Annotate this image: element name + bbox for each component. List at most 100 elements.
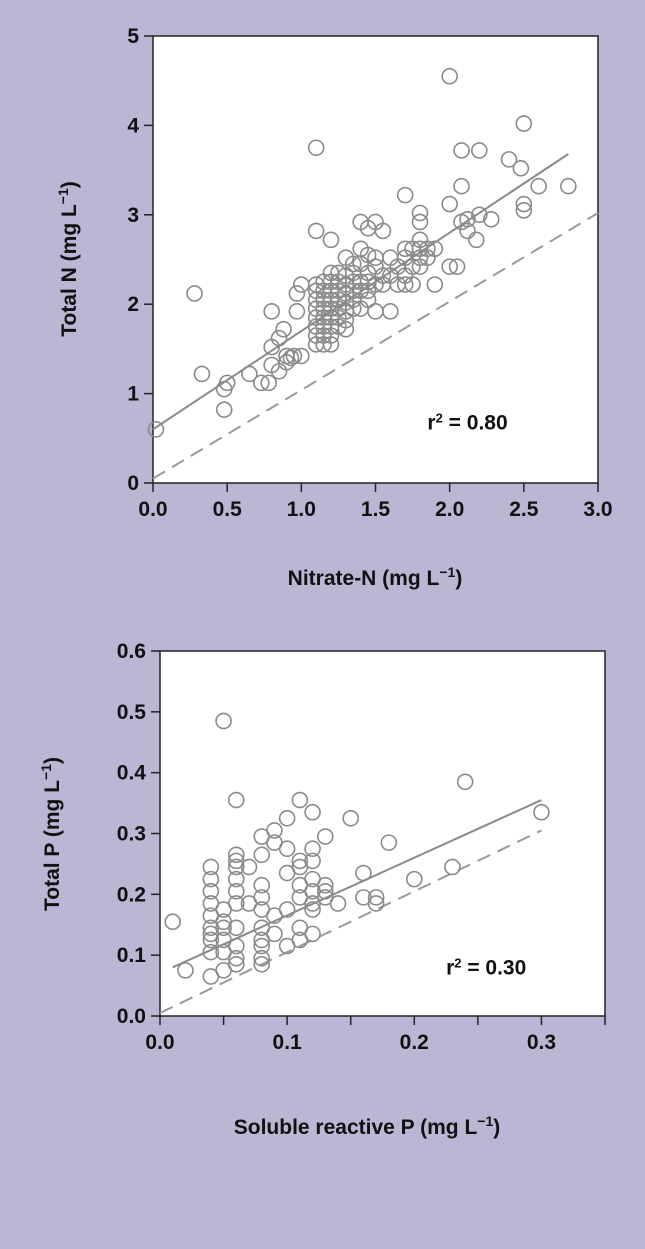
data-point bbox=[448, 258, 466, 275]
data-point bbox=[471, 142, 488, 159]
data-point bbox=[482, 210, 500, 228]
data-point bbox=[512, 160, 530, 177]
x-tick-label: 0.5 bbox=[213, 498, 243, 521]
total-p-scatter-chart: 0.0 0.1 0.2 0.3 0.0 0.1 0.2 0.3 0.4 0.5 0.6 Solub… bbox=[38, 640, 606, 1139]
y-tick-label: 0.2 bbox=[117, 883, 146, 906]
y-tick-label: 0.6 bbox=[117, 640, 146, 663]
data-point bbox=[227, 919, 245, 937]
y-tick-label: 0.5 bbox=[117, 701, 147, 724]
data-point bbox=[367, 895, 385, 912]
data-point bbox=[227, 937, 245, 955]
data-point bbox=[252, 374, 270, 392]
data-point bbox=[459, 210, 476, 228]
data-point bbox=[441, 258, 458, 275]
data-point bbox=[270, 329, 288, 347]
y-tick-label: 3 bbox=[127, 204, 139, 227]
data-points-total-p bbox=[164, 712, 550, 985]
data-point bbox=[202, 943, 220, 961]
data-point bbox=[515, 202, 533, 219]
data-point bbox=[278, 840, 296, 858]
data-point bbox=[453, 177, 470, 195]
data-point bbox=[227, 955, 245, 973]
data-point bbox=[468, 231, 485, 249]
total-n-scatter-chart: 0.0 0.5 1.0 1.5 2.0 2.5 3.0 0 1 2 3 4 5 Nitrate-N (… bbox=[55, 25, 613, 590]
data-point bbox=[291, 791, 309, 809]
data-point bbox=[227, 882, 245, 900]
y-tick-label: 5 bbox=[127, 25, 139, 48]
data-point bbox=[441, 67, 458, 85]
data-point bbox=[304, 852, 321, 870]
data-point bbox=[253, 955, 271, 973]
data-point bbox=[266, 822, 283, 839]
data-point bbox=[367, 889, 385, 906]
data-point bbox=[533, 803, 550, 821]
data-points-total-n bbox=[147, 67, 577, 438]
data-point bbox=[411, 213, 429, 231]
data-point bbox=[253, 889, 271, 906]
data-point bbox=[380, 834, 398, 851]
data-point bbox=[202, 882, 220, 900]
y-axis-label-total-n: Total N (mg L−1) bbox=[55, 181, 81, 337]
data-point bbox=[240, 858, 258, 876]
data-point bbox=[293, 347, 310, 365]
x-tick-label: 3.0 bbox=[583, 498, 612, 521]
data-point bbox=[344, 255, 362, 273]
data-point bbox=[275, 320, 292, 338]
data-point bbox=[285, 347, 303, 365]
data-point bbox=[253, 937, 271, 955]
y-tick-label: 0 bbox=[127, 472, 139, 495]
data-point bbox=[202, 870, 220, 888]
data-point bbox=[404, 276, 421, 293]
data-point bbox=[342, 809, 360, 827]
data-point bbox=[260, 374, 278, 392]
data-point bbox=[459, 222, 476, 240]
data-point bbox=[227, 846, 245, 864]
data-point bbox=[500, 151, 518, 168]
data-point bbox=[444, 858, 461, 876]
y-axis-label-total-p: Total P (mg L−1) bbox=[38, 757, 64, 911]
x-tick-label: 2.5 bbox=[509, 498, 539, 521]
y-axis-total-p: 0.0 0.1 0.2 0.3 0.4 0.5 0.6 bbox=[117, 640, 160, 1028]
x-tick-label: 0.2 bbox=[400, 1031, 429, 1054]
data-point bbox=[186, 285, 203, 302]
data-point bbox=[316, 882, 334, 900]
x-tick-label: 1.0 bbox=[287, 498, 316, 521]
data-point bbox=[227, 858, 245, 876]
x-tick-label: 0.3 bbox=[527, 1031, 556, 1054]
x-tick-label: 0.0 bbox=[145, 1031, 174, 1054]
data-point bbox=[253, 876, 271, 894]
data-point bbox=[227, 895, 245, 912]
data-point bbox=[215, 712, 232, 730]
data-point bbox=[218, 374, 236, 392]
data-point bbox=[288, 285, 306, 302]
data-point bbox=[227, 949, 245, 967]
r-squared-annotation-total-p: r2 = 0.30 bbox=[446, 955, 526, 980]
data-point bbox=[253, 949, 271, 967]
data-point bbox=[227, 791, 245, 809]
data-point bbox=[359, 246, 377, 264]
data-point bbox=[441, 195, 458, 213]
data-point bbox=[456, 773, 474, 791]
data-point bbox=[337, 320, 355, 338]
data-point bbox=[282, 349, 300, 367]
data-point bbox=[426, 276, 444, 293]
x-axis-total-p: 0.0 0.1 0.2 0.3 bbox=[145, 1016, 606, 1054]
x-tick-label: 1.5 bbox=[361, 498, 391, 521]
data-point bbox=[177, 962, 194, 979]
data-point bbox=[471, 206, 488, 224]
x-tick-label: 0.0 bbox=[138, 498, 167, 521]
data-point bbox=[322, 336, 340, 353]
x-axis-label-total-p: Soluble reactive P (mg L−1) bbox=[234, 1113, 501, 1139]
y-axis-total-n: 0 1 2 3 4 5 bbox=[127, 25, 153, 495]
data-point bbox=[263, 303, 280, 320]
data-point bbox=[304, 803, 321, 821]
data-point bbox=[374, 222, 392, 240]
data-point bbox=[227, 870, 245, 888]
data-point bbox=[515, 195, 533, 213]
data-point bbox=[382, 303, 399, 320]
data-point bbox=[337, 311, 355, 329]
one-to-one-line bbox=[152, 212, 599, 480]
data-point bbox=[288, 303, 306, 320]
data-point bbox=[193, 365, 211, 383]
